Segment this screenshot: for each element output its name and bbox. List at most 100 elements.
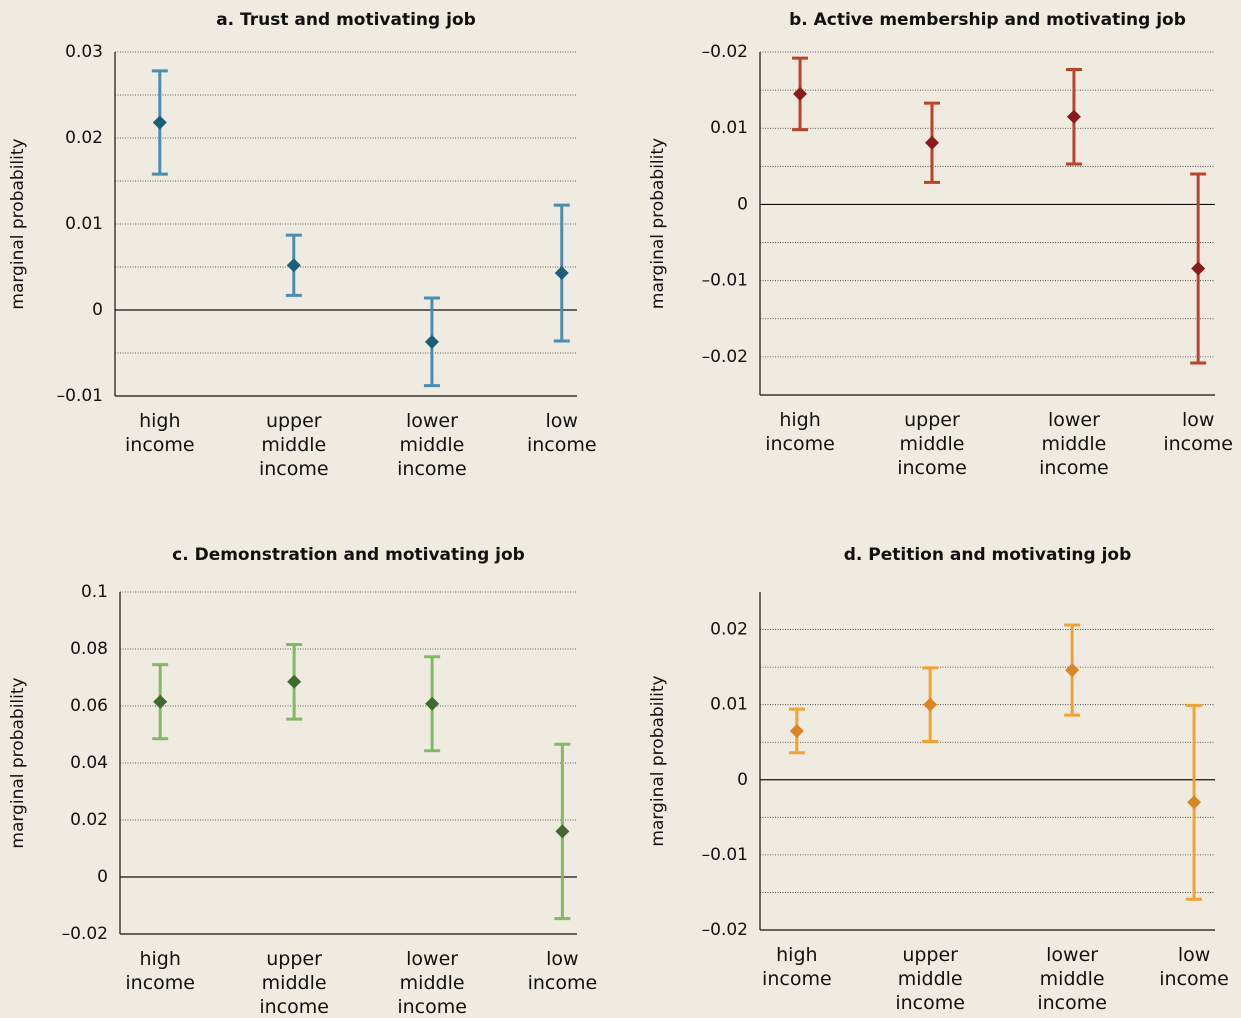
x-tick-label: lower middle income xyxy=(397,948,467,1018)
point xyxy=(1066,109,1081,124)
y-tick-label: –0.02 xyxy=(702,920,748,940)
x-tick-line: middle xyxy=(262,972,327,994)
chart-title: b. Active membership and motivating job xyxy=(789,10,1186,30)
point xyxy=(425,696,440,711)
y-tick-label: 0.06 xyxy=(70,696,108,716)
x-tick-line: income xyxy=(1159,968,1229,990)
x-tick-line: income xyxy=(897,457,967,479)
x-tick-line: upper xyxy=(266,948,322,970)
x-tick-line: lower xyxy=(406,410,458,432)
chart-title: c. Demonstration and motivating job xyxy=(172,545,525,565)
x-tick-label: low income xyxy=(528,948,598,994)
x-tick-line: income xyxy=(895,992,965,1014)
x-tick-line: middle xyxy=(900,433,965,455)
x-tick-label: high income xyxy=(125,410,195,456)
x-tick-line: lower xyxy=(1046,944,1098,966)
point xyxy=(287,674,302,689)
y-tick-label: 0.08 xyxy=(70,639,108,659)
y-tick-label: 0.01 xyxy=(710,118,748,138)
x-tick-label: upper middle income xyxy=(259,410,329,480)
x-tick-line: income xyxy=(259,458,329,480)
x-tick-line: income xyxy=(1039,457,1109,479)
y-tick-label: –0.02 xyxy=(702,347,748,367)
x-tick-label: upper middle income xyxy=(897,409,967,479)
x-tick-line: income xyxy=(765,433,835,455)
x-tick-line: low xyxy=(546,948,578,970)
x-tick-line: low xyxy=(1178,944,1210,966)
point xyxy=(1191,261,1206,276)
x-tick-label: lower middle income xyxy=(397,410,467,480)
y-tick-label: –0.01 xyxy=(57,386,103,406)
y-tick-label: 0 xyxy=(97,867,108,887)
y-tick-label: 0.1 xyxy=(81,582,108,602)
x-tick-line: middle xyxy=(399,434,464,456)
point xyxy=(152,115,167,130)
point xyxy=(555,824,570,839)
y-tick-label: 0.01 xyxy=(710,695,748,715)
x-tick-line: income xyxy=(762,968,832,990)
x-tick-line: high xyxy=(139,948,180,970)
y-tick-label: –0.01 xyxy=(702,271,748,291)
x-tick-line: high xyxy=(779,409,820,431)
y-tick-label: 0.02 xyxy=(65,128,103,148)
chart-title: a. Trust and motivating job xyxy=(216,10,476,30)
x-tick-line: income xyxy=(1163,433,1233,455)
x-tick-label: low income xyxy=(1159,944,1229,990)
point xyxy=(924,135,939,150)
x-tick-label: lower middle income xyxy=(1037,944,1107,1014)
x-tick-line: income xyxy=(125,972,195,994)
x-tick-label: lower middle income xyxy=(1039,409,1109,479)
point xyxy=(554,266,569,281)
y-axis-label: marginal probability xyxy=(8,677,28,848)
x-tick-line: income xyxy=(397,458,467,480)
x-tick-line: middle xyxy=(400,972,465,994)
x-tick-label: low income xyxy=(1163,409,1233,455)
y-tick-label: –0.02 xyxy=(62,924,108,944)
point xyxy=(1065,663,1080,678)
y-tick-label: 0 xyxy=(737,194,748,214)
point xyxy=(1187,795,1202,810)
x-tick-label: upper middle income xyxy=(259,948,329,1018)
x-tick-label: low income xyxy=(527,410,597,456)
y-axis-label: marginal probability xyxy=(648,675,668,846)
point xyxy=(923,697,938,712)
y-tick-label: 0.03 xyxy=(65,42,103,62)
x-tick-line: middle xyxy=(1040,968,1105,990)
x-tick-line: low xyxy=(546,410,578,432)
x-tick-line: high xyxy=(139,410,180,432)
x-tick-line: income xyxy=(397,996,467,1018)
y-tick-label: 0 xyxy=(737,770,748,790)
x-tick-line: income xyxy=(259,996,329,1018)
x-tick-label: high income xyxy=(765,409,835,455)
y-tick-label: –0.01 xyxy=(702,845,748,865)
x-tick-line: low xyxy=(1182,409,1214,431)
x-tick-line: income xyxy=(527,434,597,456)
x-tick-line: lower xyxy=(406,948,458,970)
x-tick-line: upper xyxy=(902,944,958,966)
x-tick-line: middle xyxy=(261,434,326,456)
point xyxy=(793,86,808,101)
point xyxy=(286,258,301,273)
x-tick-line: upper xyxy=(266,410,322,432)
x-tick-line: middle xyxy=(1042,433,1107,455)
x-tick-label: high income xyxy=(125,948,195,994)
point xyxy=(153,694,168,709)
y-tick-label: 0.01 xyxy=(65,214,103,234)
y-tick-label: –0.02 xyxy=(702,42,748,62)
y-tick-label: 0.04 xyxy=(70,753,108,773)
x-tick-line: income xyxy=(528,972,598,994)
x-tick-line: high xyxy=(776,944,817,966)
x-tick-line: income xyxy=(1037,992,1107,1014)
y-tick-label: 0 xyxy=(92,300,103,320)
y-tick-label: 0.02 xyxy=(70,810,108,830)
point xyxy=(789,723,804,738)
x-tick-line: lower xyxy=(1048,409,1100,431)
x-tick-label: upper middle income xyxy=(895,944,965,1014)
x-tick-line: upper xyxy=(904,409,960,431)
y-axis-label: marginal probability xyxy=(648,138,668,309)
y-tick-label: 0.02 xyxy=(710,620,748,640)
point xyxy=(424,334,439,349)
x-tick-label: high income xyxy=(762,944,832,990)
